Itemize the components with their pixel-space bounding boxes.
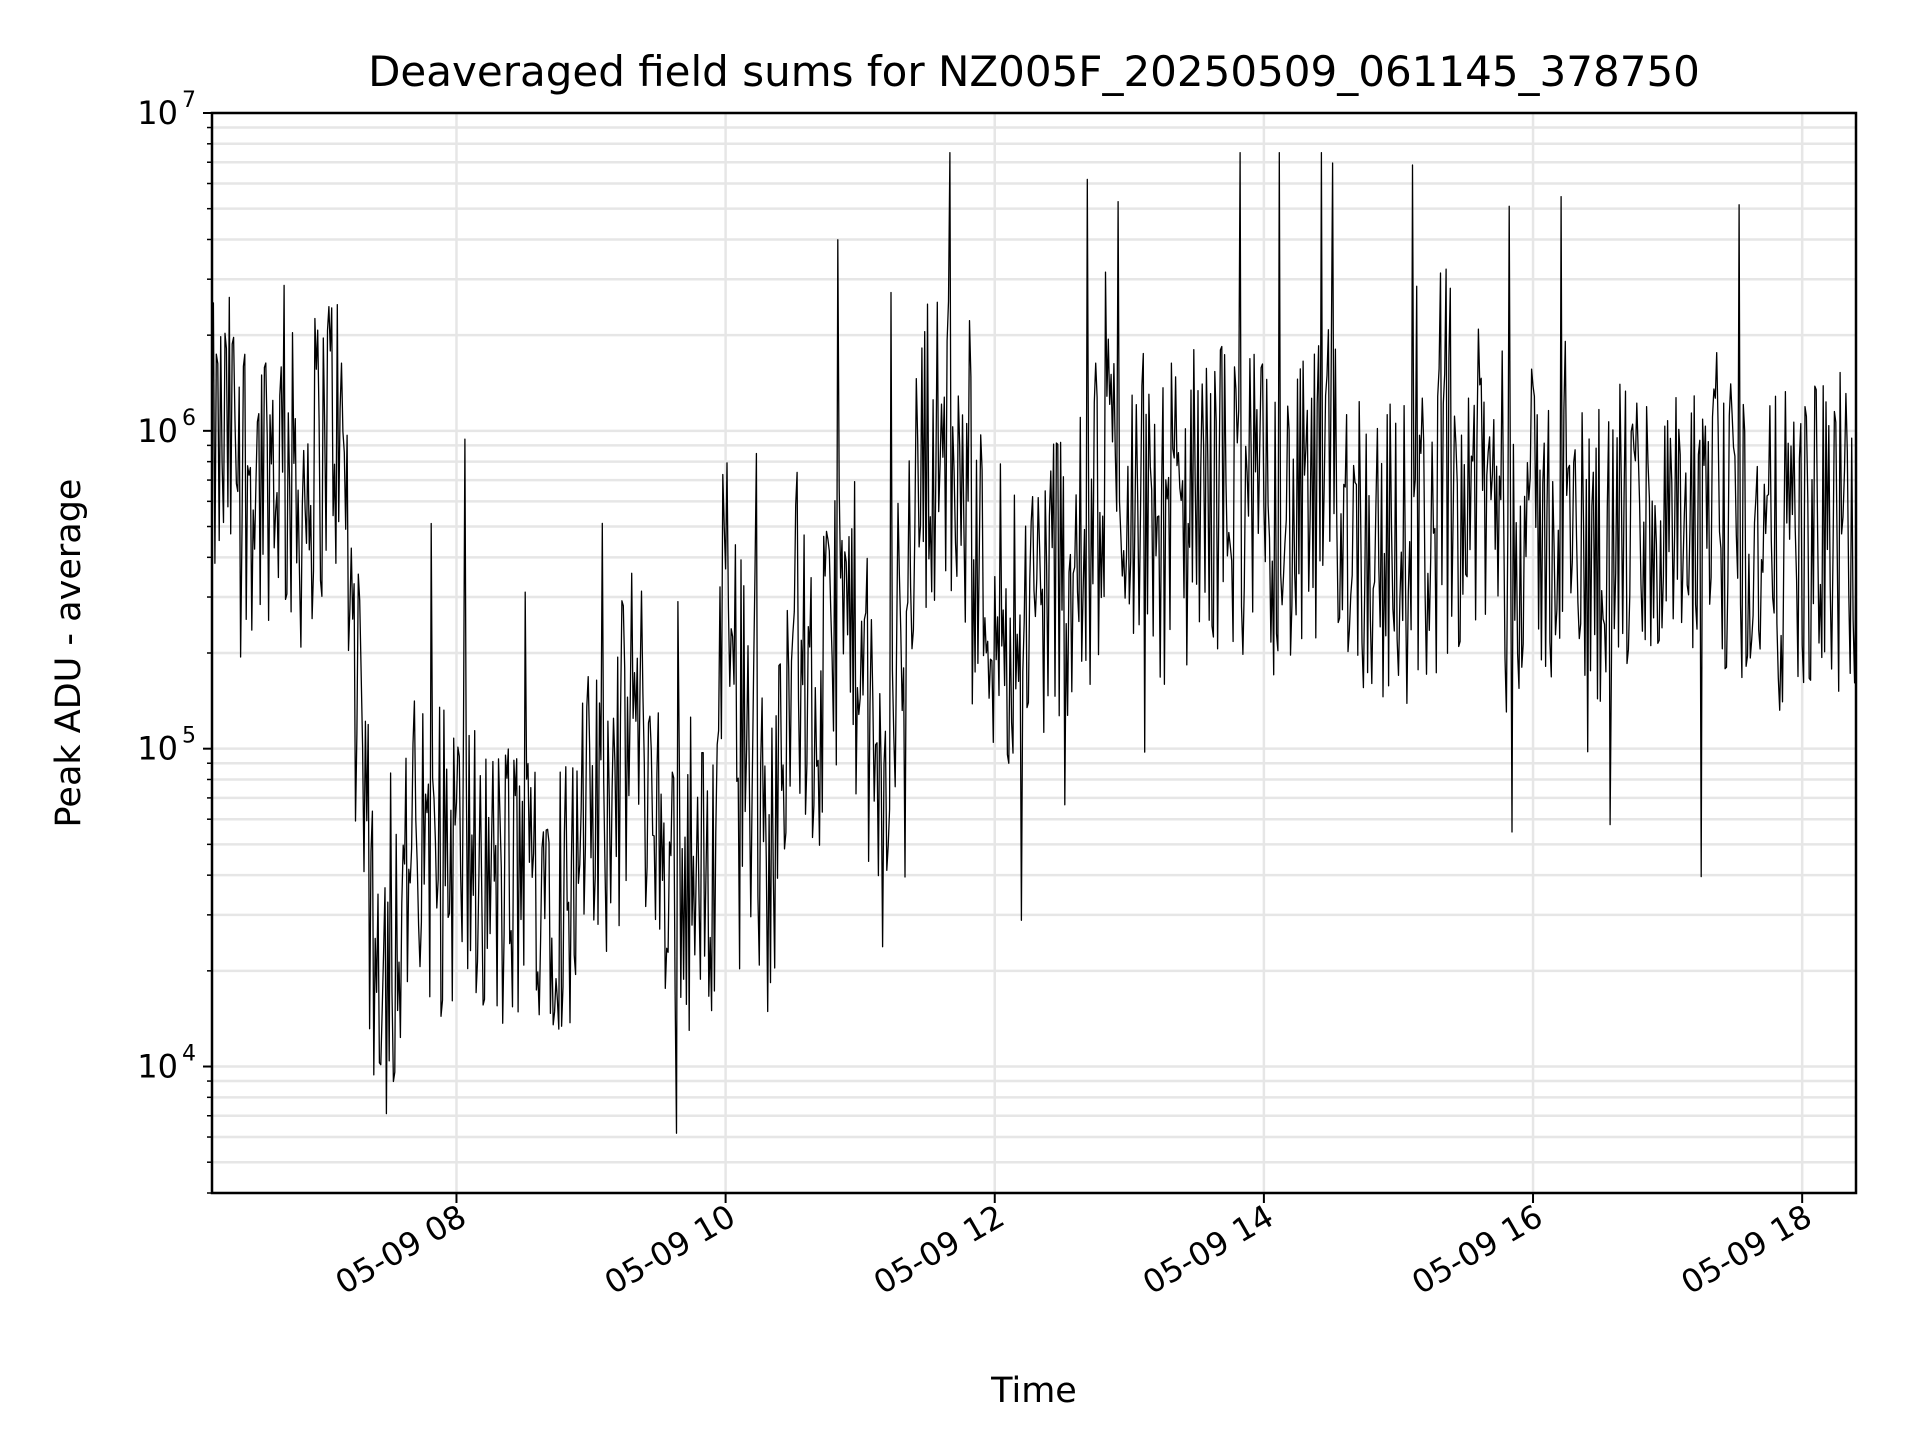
y-tick-exponent: 5	[182, 724, 196, 749]
y-tick-label: 10	[137, 94, 178, 132]
chart-title: Deaveraged field sums for NZ005F_2025050…	[368, 47, 1700, 96]
y-tick-label: 10	[137, 730, 178, 768]
y-tick-label: 10	[137, 412, 178, 450]
y-tick-label: 10	[137, 1048, 178, 1086]
y-axis-label: Peak ADU - average	[49, 479, 89, 828]
y-tick-exponent: 7	[182, 88, 196, 113]
y-tick-exponent: 6	[182, 406, 196, 431]
y-tick-exponent: 4	[182, 1042, 196, 1067]
series-line	[211, 152, 1857, 1134]
x-axis-label: Time	[990, 1371, 1077, 1411]
series-layer	[211, 152, 1857, 1134]
